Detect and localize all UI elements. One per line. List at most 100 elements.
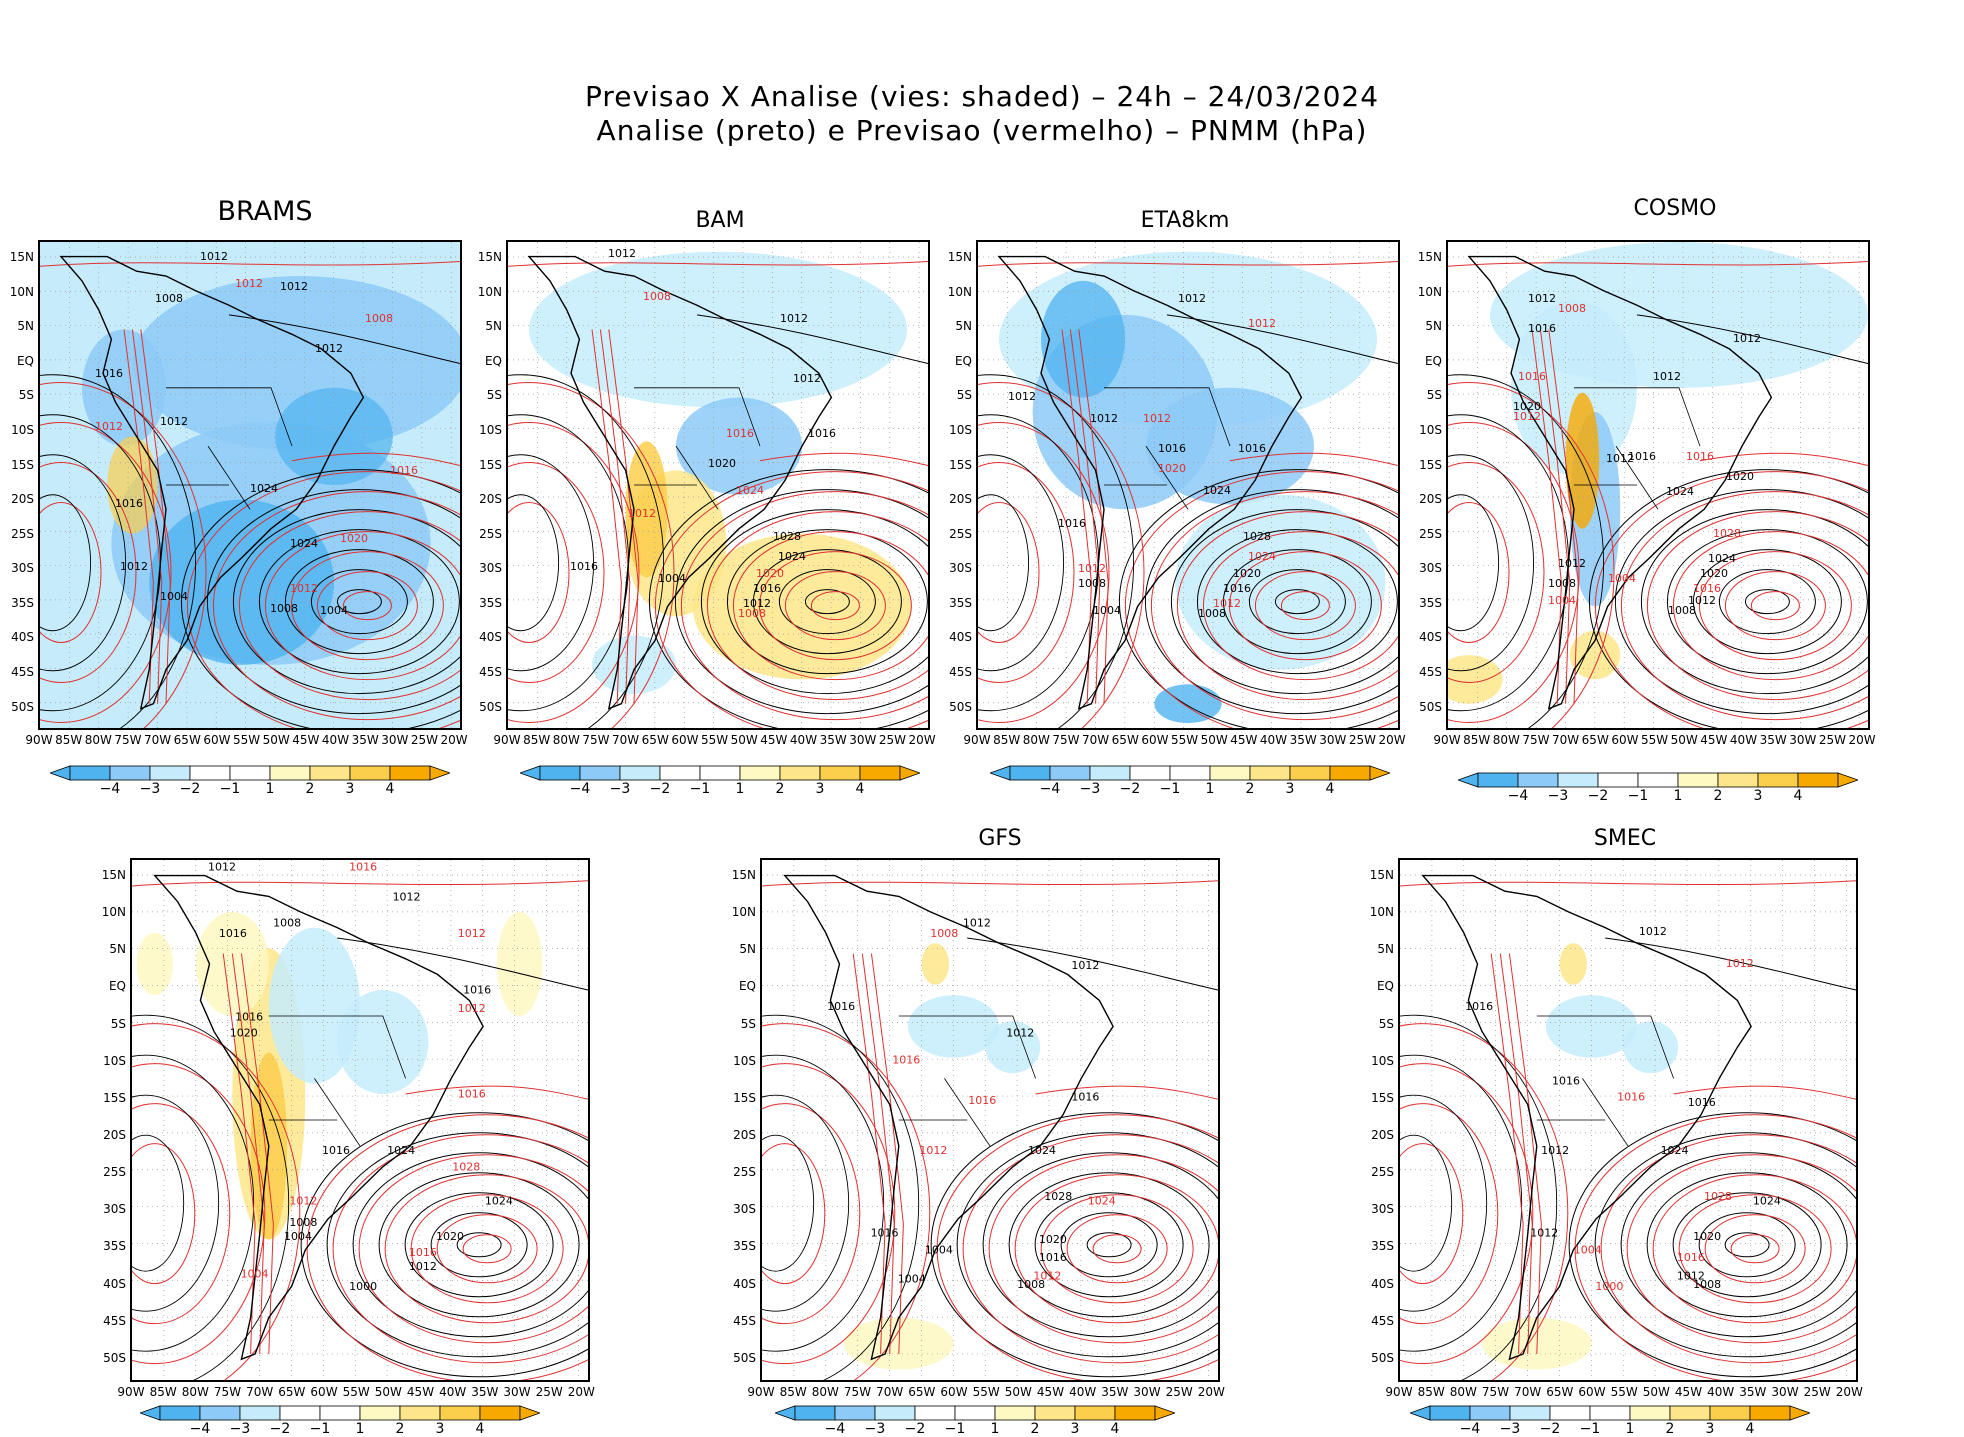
isobar-label: 1016: [1465, 1000, 1493, 1013]
lat-tick-label: 15N: [477, 250, 502, 264]
colorbar-label: 3: [1753, 788, 1763, 804]
map-panel-brams: 1012 1012 1008 1012 1008 1012 1016 1012 1012 1016…: [38, 240, 462, 730]
isobar-label: 1028: [452, 1160, 480, 1173]
colorbar: [140, 1405, 540, 1421]
isobar-label: 1008: [1198, 607, 1226, 620]
isobar-label: 1016: [463, 984, 491, 997]
lon-tick-label: 85W: [55, 733, 83, 747]
isobar-label: 1024: [1028, 1144, 1056, 1157]
isobar-label: 1016: [1677, 1251, 1705, 1264]
lat-tick-label: 40S: [1419, 630, 1442, 645]
isobar-label: 1012: [160, 415, 188, 428]
isobar-label: 1020: [1233, 567, 1261, 580]
lon-tick-label: 60W: [1578, 1385, 1606, 1399]
lat-tick-label: 5N: [1425, 319, 1442, 334]
lon-tick-label: 50W: [1642, 1385, 1670, 1399]
isobar-label: 1016: [827, 1000, 855, 1013]
lon-tick-label: 65W: [1546, 1385, 1574, 1399]
lon-tick-label: 40W: [1707, 1385, 1735, 1399]
isobar-label: 1016: [322, 1144, 350, 1157]
lat-tick-label: 15N: [731, 868, 756, 882]
isobar-label: 1012: [458, 1002, 486, 1015]
colorbar-label: −2: [1587, 788, 1609, 804]
lat-tick-label: 30S: [11, 561, 34, 576]
isobar-label: 1008: [1548, 577, 1576, 590]
lat-tick-label: 50S: [1419, 699, 1442, 714]
colorbar: [520, 765, 920, 781]
title-line-1: Previsao X Analise (vies: shaded) – 24h …: [584, 80, 1380, 113]
lon-tick-label: 75W: [1052, 733, 1080, 747]
isobar-label: 1016: [968, 1094, 996, 1107]
isobar-label: 1012: [1178, 292, 1206, 305]
colorbar-label: −1: [1159, 781, 1181, 797]
isobar-label: 1012: [1688, 594, 1716, 607]
colorbar-label: −2: [269, 1421, 291, 1437]
lat-tick-label: 40S: [103, 1276, 126, 1291]
isobar-label: 1020: [436, 1230, 464, 1243]
isobar-label: 1012: [280, 280, 308, 293]
lon-tick-label: 70W: [144, 733, 172, 747]
colorbar-label: 2: [1713, 788, 1723, 804]
colorbar-label: −4: [1039, 781, 1061, 797]
lat-tick-label: 10N: [1417, 284, 1442, 299]
isobar-label: 1016: [1686, 450, 1714, 463]
isobar-label: 1008: [1017, 1278, 1045, 1291]
map-panel-gfs: 1012 1008 1012 1016 1016 1012 1016 1016 1024 1028…: [760, 858, 1220, 1382]
isobar-label: 1004: [160, 590, 188, 603]
lon-tick-label: 55W: [1640, 733, 1669, 747]
isobar-label: 1004: [925, 1244, 953, 1257]
colorbar-label: 1: [990, 1421, 1000, 1437]
colorbar-label: 4: [855, 781, 865, 797]
isobar-label: 1016: [95, 367, 123, 380]
lon-tick-label: 30W: [503, 1385, 531, 1399]
isobar-label: 1024: [1708, 552, 1736, 565]
colorbar-label: −2: [904, 1421, 926, 1437]
lat-tick-label: 30S: [733, 1202, 756, 1217]
lat-tick-label: EQ: [1376, 979, 1394, 994]
lon-tick-label: 30W: [381, 733, 409, 747]
isobar-label: 1024: [1203, 484, 1231, 497]
lat-tick-label: EQ: [1424, 353, 1442, 368]
lon-tick-label: 40W: [321, 733, 350, 747]
lat-tick-label: 5S: [956, 388, 972, 403]
isobar-label: 1016: [1518, 370, 1546, 383]
isobar-label: 1008: [930, 927, 958, 940]
colorbar-label: −3: [1547, 788, 1569, 804]
lon-tick-label: 75W: [843, 1385, 872, 1399]
lat-tick-label: EQ: [954, 353, 972, 368]
lon-tick-label: 70W: [1082, 733, 1110, 747]
lon-tick-label: 80W: [1449, 1385, 1477, 1399]
isobar-label: 1028: [773, 530, 801, 543]
isobar-label: 1012: [1071, 959, 1099, 972]
lon-tick-label: 65W: [278, 1385, 306, 1399]
lon-tick-label: 50W: [730, 733, 758, 747]
lat-tick-label: 15N: [947, 250, 972, 264]
title-line-2: Analise (preto) e Previsao (vermelho) – …: [596, 114, 1368, 147]
lon-tick-label: 80W: [84, 733, 112, 747]
lon-tick-label: 40W: [1259, 733, 1288, 747]
isobar-label: 1024: [778, 550, 806, 563]
isobar-label: 1012: [290, 582, 318, 595]
isobar-label: 1000: [349, 1280, 377, 1293]
isobar-label: 1016: [1528, 322, 1556, 335]
lat-tick-label: 10S: [479, 422, 502, 437]
lon-tick-label: 75W: [1481, 1385, 1510, 1399]
isobar-label: 1016: [1071, 1091, 1099, 1104]
colorbar-label: 3: [815, 781, 825, 797]
isobar-label: 1012: [793, 372, 821, 385]
lon-tick-label: 25W: [878, 733, 907, 747]
lon-tick-label: 60W: [671, 733, 699, 747]
lat-tick-label: EQ: [16, 353, 34, 368]
lon-tick-label: 50W: [1200, 733, 1228, 747]
lon-tick-label: 60W: [310, 1385, 338, 1399]
isobar-label: 1024: [1753, 1195, 1781, 1208]
isobar-label: 1012: [393, 891, 421, 904]
lat-tick-label: 45S: [103, 1313, 126, 1328]
lat-tick-label: 50S: [733, 1350, 756, 1365]
isobar-label: 1004: [1574, 1244, 1602, 1257]
lon-tick-label: 85W: [993, 733, 1021, 747]
isobar-label: 1024: [290, 537, 318, 550]
lon-tick-label: 80W: [1022, 733, 1050, 747]
isobar-label: 1028: [1243, 530, 1271, 543]
